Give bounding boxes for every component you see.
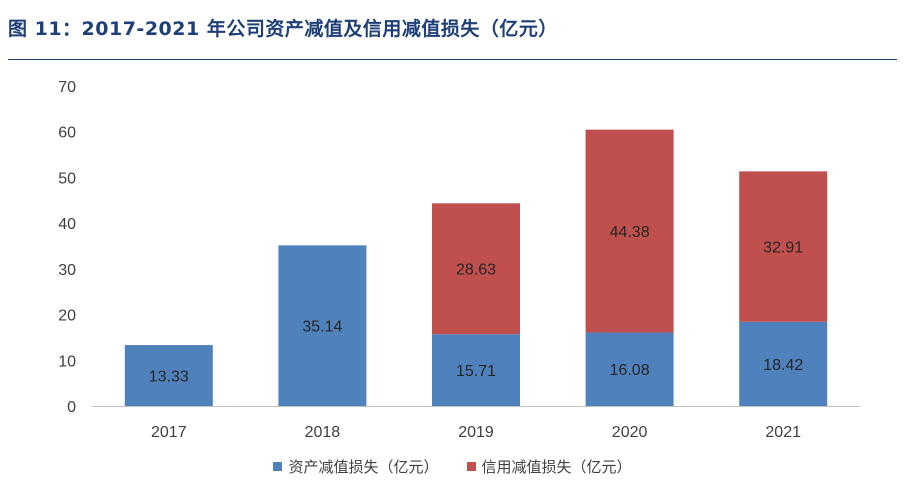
data-label: 44.38 — [610, 224, 650, 241]
bar-credit-impairment-2020 — [585, 129, 674, 333]
y-tick-label: 50 — [58, 170, 76, 187]
bar-credit-impairment-2019 — [432, 203, 520, 335]
chart-title: 图 11：2017-2021 年公司资产减值及信用减值损失（亿元） — [8, 18, 558, 40]
bar-asset-impairment-2019 — [432, 334, 520, 406]
chart-legend: 资产减值损失（亿元） 信用减值损失（亿元） — [0, 456, 905, 477]
data-label: 13.33 — [149, 369, 189, 386]
legend-item: 信用减值损失（亿元） — [466, 456, 632, 477]
bar-asset-impairment-2018 — [278, 245, 367, 406]
y-tick-label: 10 — [58, 353, 76, 370]
legend-swatch — [466, 462, 476, 471]
data-label: 16.08 — [610, 362, 650, 379]
x-tick-label: 2021 — [765, 424, 801, 441]
legend-label: 资产减值损失（亿元） — [288, 458, 439, 476]
legend-item: 资产减值损失（亿元） — [273, 456, 439, 477]
title-rule — [8, 59, 897, 60]
bar-asset-impairment-2020 — [585, 332, 674, 406]
y-tick-label: 20 — [58, 308, 76, 325]
x-tick-label: 2020 — [612, 424, 648, 441]
y-tick-label: 30 — [58, 262, 76, 279]
bar-asset-impairment-2021 — [739, 321, 828, 406]
y-tick-label: 70 — [58, 79, 76, 96]
data-label: 18.42 — [763, 357, 803, 374]
data-label: 35.14 — [302, 319, 342, 336]
legend-swatch — [273, 462, 283, 471]
data-label: 28.63 — [456, 262, 496, 279]
y-tick-label: 60 — [58, 125, 76, 142]
bar-credit-impairment-2021 — [739, 171, 828, 322]
y-tick-label: 40 — [58, 216, 76, 233]
data-label: 32.91 — [763, 240, 803, 257]
legend-label: 信用减值损失（亿元） — [481, 458, 632, 476]
x-tick-label: 2017 — [151, 424, 187, 441]
bar-asset-impairment-2017 — [124, 345, 213, 406]
x-tick-label: 2019 — [458, 424, 494, 441]
x-tick-label: 2018 — [305, 424, 341, 441]
y-tick-label: 0 — [67, 399, 76, 416]
data-label: 15.71 — [456, 363, 496, 380]
